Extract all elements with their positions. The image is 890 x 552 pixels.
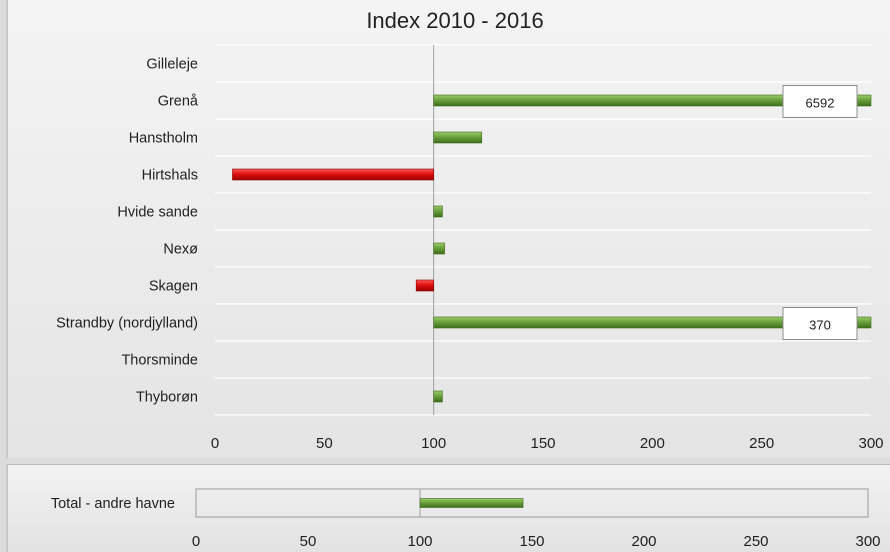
x-tick-label: 300 (858, 435, 883, 452)
category-label-thorsminde: Thorsminde (121, 353, 198, 369)
x-tick-label: 0 (192, 533, 200, 550)
category-label-hanstholm: Hanstholm (129, 131, 198, 147)
bar-gren (433, 94, 872, 107)
main-chart-panel (6, 0, 890, 458)
total-bars (419, 498, 524, 508)
chart-title: Index 2010 - 2016 (366, 8, 543, 33)
category-label-total-andre-havne: Total - andre havne (51, 496, 175, 512)
x-tick-label: 150 (530, 435, 555, 452)
total-category-labels: Total - andre havne (51, 496, 175, 512)
main-tick-labels: 0 50 100 150 200 250 300 (211, 435, 884, 452)
main-bars (232, 94, 872, 403)
x-tick-label: 200 (631, 533, 656, 550)
category-label-skagen: Skagen (149, 279, 198, 295)
main-grid (215, 44, 871, 416)
x-tick-label: 50 (300, 533, 317, 550)
bar-nex (433, 242, 445, 255)
category-label-strandby-nordjylland: Strandby (nordjylland) (56, 316, 198, 332)
category-label-gilleleje: Gilleleje (146, 57, 198, 73)
data-label-strandby-nordjylland: 370 (809, 318, 831, 333)
x-tick-label: 50 (316, 435, 333, 452)
category-label-thybor-n: Thyborøn (136, 390, 198, 406)
plot-frame (195, 488, 869, 518)
bar-hirtshals (232, 168, 434, 181)
x-tick-label: 100 (407, 533, 432, 550)
x-tick-label: 100 (421, 435, 446, 452)
x-tick-label: 0 (211, 435, 219, 452)
category-label-nex: Nexø (163, 242, 198, 258)
x-tick-label: 150 (519, 533, 544, 550)
x-tick-label: 250 (749, 435, 774, 452)
main-category-labels: Gilleleje Grenå Hanstholm Hirtshals Hvide sa… (56, 57, 199, 406)
data-label-box-gren (782, 85, 858, 118)
bar-thybor-n (433, 390, 443, 403)
x-tick-label: 250 (743, 533, 768, 550)
total-tick-labels: 0 50 100 150 200 250 300 (192, 533, 881, 550)
bar-skagen (415, 279, 434, 292)
bar-strandby-nordjylland (433, 316, 872, 329)
bar-hanstholm (433, 131, 483, 144)
category-label-hirtshals: Hirtshals (142, 168, 198, 184)
data-label-gren: 6592 (806, 96, 835, 111)
data-label-box-strandby-nordjylland (782, 307, 858, 340)
main-data-labels: 6592 370 (782, 85, 858, 340)
x-tick-label: 300 (855, 533, 880, 550)
total-chart-panel (6, 464, 890, 552)
total-grid (195, 488, 869, 518)
category-label-hvide-sande: Hvide sande (117, 205, 198, 221)
bar-hvide-sande (433, 205, 443, 218)
x-tick-label: 200 (640, 435, 665, 452)
category-label-gren: Grenå (158, 94, 199, 110)
bar-total-andre-havne (419, 498, 524, 508)
